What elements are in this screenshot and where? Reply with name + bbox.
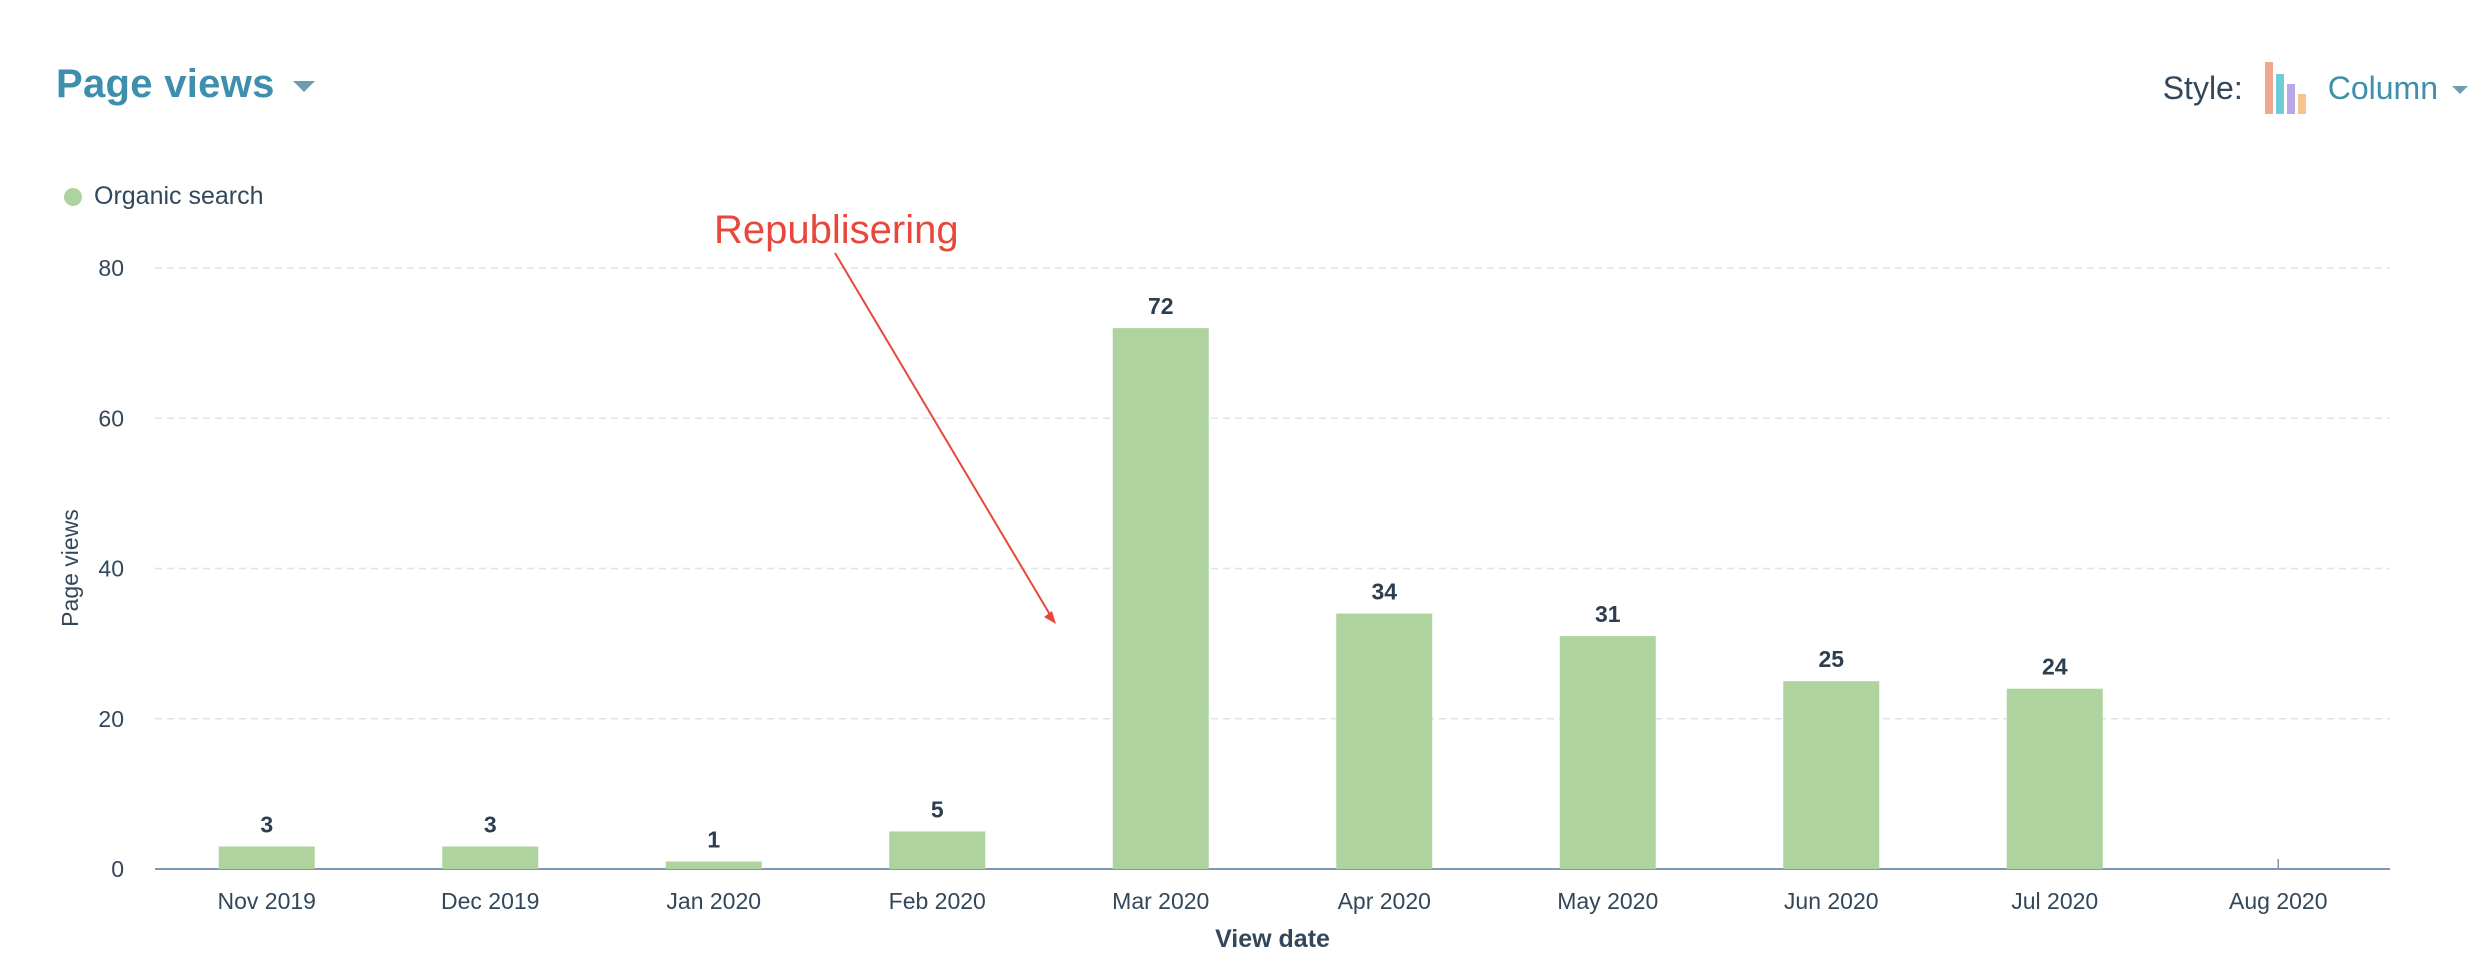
chart-header: Page views Style: Column xyxy=(0,0,2488,160)
y-tick-label: 40 xyxy=(98,556,124,582)
annotation-text: Republisering xyxy=(714,208,959,252)
x-tick-label: Jan 2020 xyxy=(666,888,761,914)
data-label: 34 xyxy=(1371,579,1397,605)
x-tick-label: Nov 2019 xyxy=(218,888,316,914)
style-label: Style: xyxy=(2162,69,2243,106)
column-chart-icon xyxy=(2264,62,2306,114)
bar xyxy=(442,846,539,869)
data-label: 31 xyxy=(1595,601,1621,627)
data-label: 3 xyxy=(260,811,273,837)
data-label: 5 xyxy=(931,796,944,822)
data-label: 25 xyxy=(1818,646,1844,672)
bar xyxy=(218,846,315,869)
y-tick-label: 20 xyxy=(98,706,124,732)
bar xyxy=(1559,636,1656,869)
x-tick-label: Feb 2020 xyxy=(889,888,986,914)
report-title-dropdown[interactable]: Page views xyxy=(56,62,315,107)
x-tick-label: Jun 2020 xyxy=(1784,888,1879,914)
x-tick-label: Dec 2019 xyxy=(441,888,539,914)
legend-dot-icon xyxy=(64,187,82,206)
x-axis-title: View date xyxy=(1215,925,1330,953)
data-label: 24 xyxy=(2042,654,2068,680)
data-label: 1 xyxy=(707,826,720,852)
x-tick-label: Jul 2020 xyxy=(2011,888,2098,914)
bar xyxy=(889,831,986,869)
legend-label: Organic search xyxy=(94,182,264,210)
x-tick-label: Apr 2020 xyxy=(1338,888,1431,914)
style-dropdown-value: Column xyxy=(2327,69,2438,106)
arrow-head-icon xyxy=(1044,611,1056,624)
bar xyxy=(2006,688,2103,869)
report-title: Page views xyxy=(56,62,275,106)
annotation-arrow-line xyxy=(834,252,1053,619)
bar xyxy=(1336,613,1433,869)
chevron-down-icon xyxy=(292,81,315,92)
y-tick-label: 80 xyxy=(98,255,124,281)
y-tick-label: 0 xyxy=(111,856,124,882)
chart-legend-item[interactable]: Organic search xyxy=(64,182,264,211)
data-label: 3 xyxy=(484,811,497,837)
y-tick-label: 60 xyxy=(98,405,124,431)
x-tick-label: Mar 2020 xyxy=(1112,888,1209,914)
chart-style-control: Style: Column xyxy=(2163,62,2468,114)
style-dropdown[interactable]: Column xyxy=(2328,70,2468,107)
y-axis-title: Page views xyxy=(57,509,83,627)
x-tick-label: May 2020 xyxy=(1557,888,1658,914)
data-label: 72 xyxy=(1148,293,1174,319)
x-tick-label: Aug 2020 xyxy=(2229,888,2327,914)
bar xyxy=(665,861,762,869)
bar xyxy=(1783,681,1880,869)
bar xyxy=(1112,328,1209,870)
chevron-down-icon xyxy=(2452,86,2468,94)
